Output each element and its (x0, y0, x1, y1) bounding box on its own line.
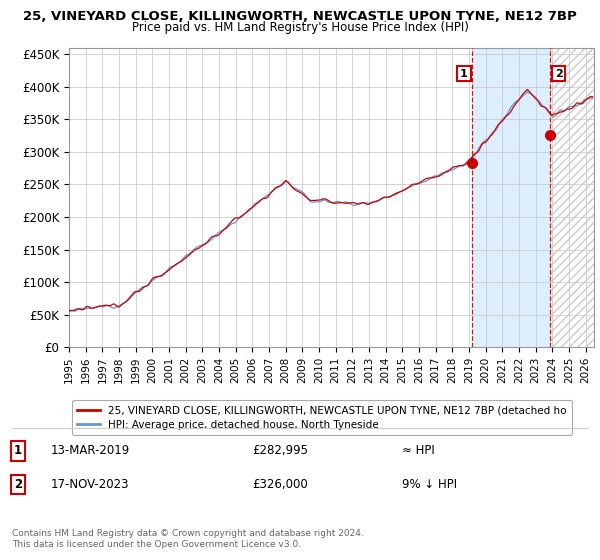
Text: 2: 2 (14, 478, 22, 491)
Text: £326,000: £326,000 (252, 478, 308, 491)
Text: Contains HM Land Registry data © Crown copyright and database right 2024.
This d: Contains HM Land Registry data © Crown c… (12, 529, 364, 549)
Text: Price paid vs. HM Land Registry's House Price Index (HPI): Price paid vs. HM Land Registry's House … (131, 21, 469, 34)
Text: 2: 2 (555, 69, 563, 78)
Text: 17-NOV-2023: 17-NOV-2023 (51, 478, 130, 491)
Text: 25, VINEYARD CLOSE, KILLINGWORTH, NEWCASTLE UPON TYNE, NE12 7BP: 25, VINEYARD CLOSE, KILLINGWORTH, NEWCAS… (23, 10, 577, 23)
Legend: 25, VINEYARD CLOSE, KILLINGWORTH, NEWCASTLE UPON TYNE, NE12 7BP (detached ho, HP: 25, VINEYARD CLOSE, KILLINGWORTH, NEWCAS… (71, 400, 572, 435)
Bar (550, 48, 594, 347)
Text: 9% ↓ HPI: 9% ↓ HPI (402, 478, 457, 491)
Text: 13-MAR-2019: 13-MAR-2019 (51, 444, 130, 458)
Text: 1: 1 (14, 444, 22, 458)
Text: 1: 1 (460, 69, 468, 78)
Text: £282,995: £282,995 (252, 444, 308, 458)
Text: ≈ HPI: ≈ HPI (402, 444, 435, 458)
Bar (472, 48, 550, 347)
